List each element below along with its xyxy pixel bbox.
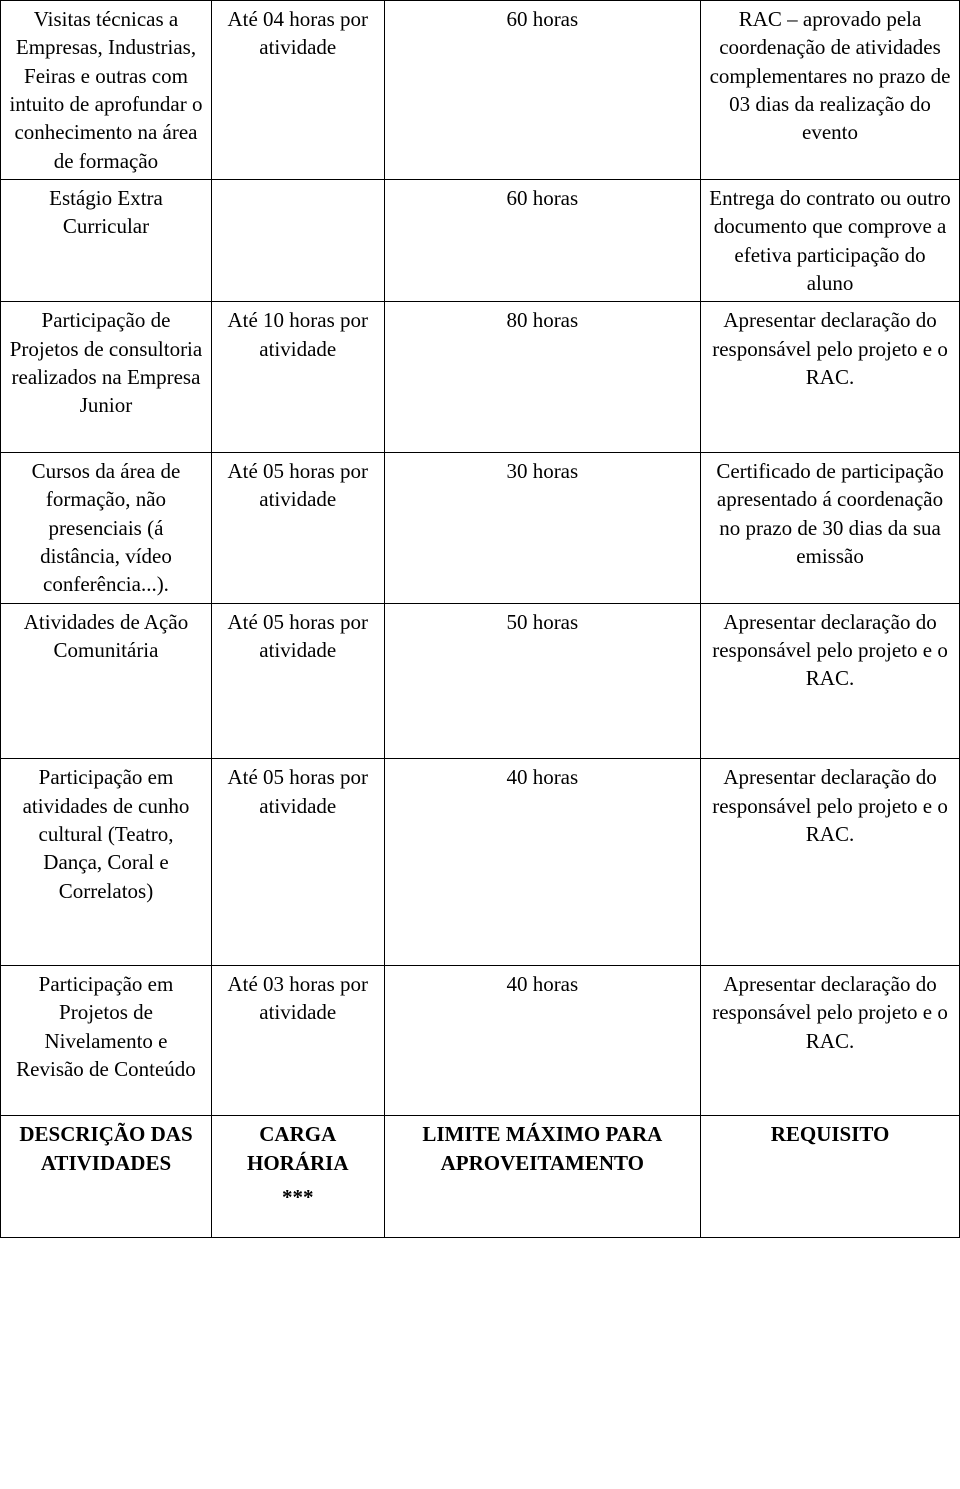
table-row: Visitas técnicas a Empresas, Industrias,… <box>1 1 960 180</box>
cell-description: Participação em atividades de cunho cult… <box>1 759 212 966</box>
cell-hours: Até 10 horas por atividade <box>211 302 384 452</box>
cell-description: Participação em Projetos de Nivelamento … <box>1 965 212 1115</box>
cell-hours <box>211 180 384 302</box>
header-description: DESCRIÇÃO DAS ATIVIDADES <box>1 1116 212 1238</box>
cell-limit: 60 horas <box>384 1 700 180</box>
cell-requirement: Entrega do contrato ou outro documento q… <box>701 180 960 302</box>
table-row: Atividades de Ação Comunitária Até 05 ho… <box>1 603 960 759</box>
cell-hours: Até 03 horas por atividade <box>211 965 384 1115</box>
header-requirement: REQUISITO <box>701 1116 960 1238</box>
header-hours-sub: *** <box>220 1183 376 1211</box>
table-row: Participação de Projetos de consultoria … <box>1 302 960 452</box>
cell-requirement: Apresentar declaração do responsável pel… <box>701 965 960 1115</box>
header-hours: CARGA HORÁRIA *** <box>211 1116 384 1238</box>
table-row: Participação em Projetos de Nivelamento … <box>1 965 960 1115</box>
cell-hours: Até 04 horas por atividade <box>211 1 384 180</box>
table-row: Participação em atividades de cunho cult… <box>1 759 960 966</box>
cell-limit: 80 horas <box>384 302 700 452</box>
table-row: Estágio Extra Curricular 60 horas Entreg… <box>1 180 960 302</box>
cell-description: Atividades de Ação Comunitária <box>1 603 212 759</box>
header-hours-main: CARGA HORÁRIA <box>220 1120 376 1177</box>
cell-requirement: Apresentar declaração do responsável pel… <box>701 759 960 966</box>
cell-hours: Até 05 horas por atividade <box>211 603 384 759</box>
cell-requirement: Certificado de participação apresentado … <box>701 452 960 603</box>
table-header-row: DESCRIÇÃO DAS ATIVIDADES CARGA HORÁRIA *… <box>1 1116 960 1238</box>
cell-hours: Até 05 horas por atividade <box>211 452 384 603</box>
cell-hours: Até 05 horas por atividade <box>211 759 384 966</box>
cell-limit: 50 horas <box>384 603 700 759</box>
cell-requirement: RAC – aprovado pela coordenação de ativi… <box>701 1 960 180</box>
cell-requirement: Apresentar declaração do responsável pel… <box>701 603 960 759</box>
cell-description: Visitas técnicas a Empresas, Industrias,… <box>1 1 212 180</box>
cell-description: Estágio Extra Curricular <box>1 180 212 302</box>
activities-table: Visitas técnicas a Empresas, Industrias,… <box>0 0 960 1238</box>
header-limit: LIMITE MÁXIMO PARA APROVEITAMENTO <box>384 1116 700 1238</box>
table-row: Cursos da área de formação, não presenci… <box>1 452 960 603</box>
cell-requirement: Apresentar declaração do responsável pel… <box>701 302 960 452</box>
cell-limit: 40 horas <box>384 759 700 966</box>
cell-description: Participação de Projetos de consultoria … <box>1 302 212 452</box>
cell-description: Cursos da área de formação, não presenci… <box>1 452 212 603</box>
cell-limit: 40 horas <box>384 965 700 1115</box>
cell-limit: 60 horas <box>384 180 700 302</box>
cell-limit: 30 horas <box>384 452 700 603</box>
